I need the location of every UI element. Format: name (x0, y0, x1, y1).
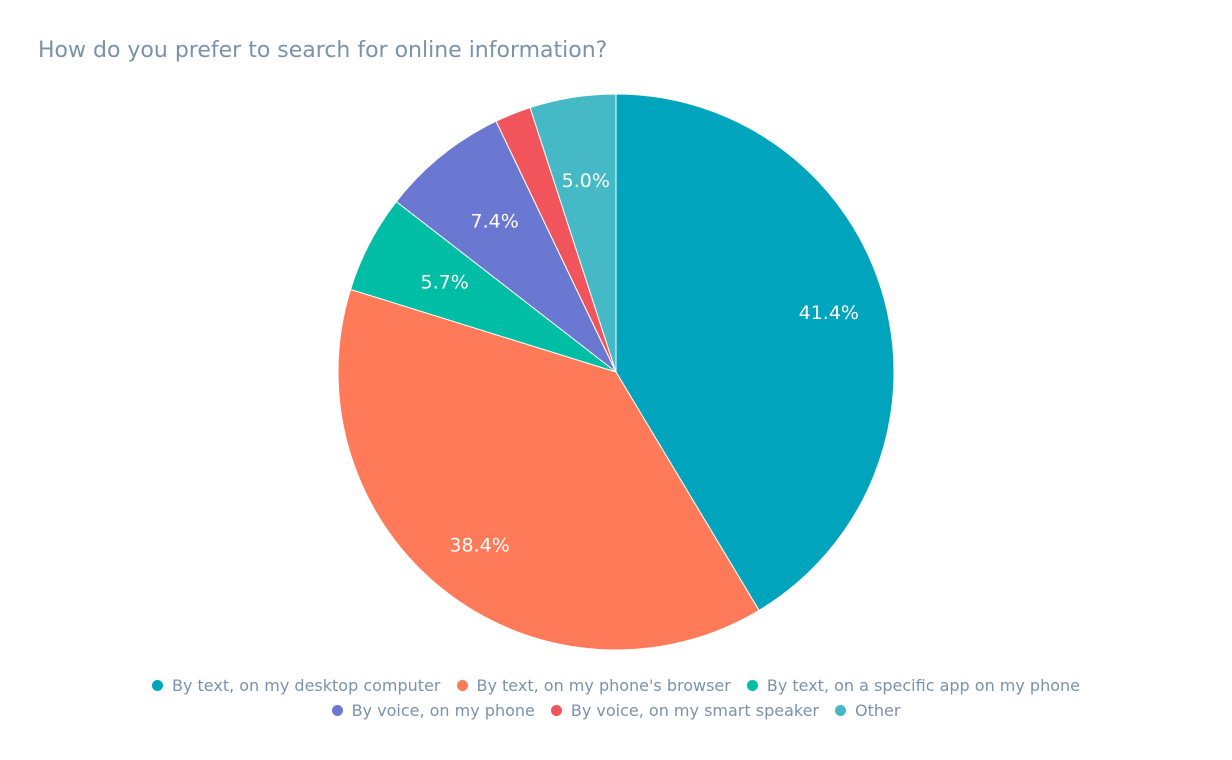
legend-row: By text, on my desktop computer By text, … (0, 676, 1232, 695)
legend-item[interactable]: By voice, on my phone (331, 701, 535, 720)
legend-marker-icon (746, 680, 758, 691)
pie-slice[interactable] (615, 93, 895, 612)
legend-item[interactable]: By voice, on my smart speaker (550, 701, 819, 720)
slice-data-label: 5.0% (562, 170, 610, 192)
legend-marker-icon (834, 705, 846, 716)
legend-label: By text, on my desktop computer (171, 676, 441, 695)
legend-marker-icon (331, 705, 343, 716)
legend-item[interactable]: By text, on my phone's browser (456, 676, 731, 695)
legend-label: By voice, on my phone (351, 701, 535, 720)
legend-label: By voice, on my smart speaker (570, 701, 819, 720)
legend-label: Other (854, 701, 901, 720)
pie-slice[interactable] (395, 120, 617, 373)
legend-label: By text, on a specific app on my phone (766, 676, 1080, 695)
slice-data-label: 5.7% (421, 272, 469, 294)
legend-marker-icon (550, 705, 562, 716)
pie-slice[interactable] (337, 288, 760, 651)
legend-row: By voice, on my phone By voice, on my sma… (0, 701, 1232, 720)
slice-data-label: 38.4% (449, 535, 509, 557)
slice-data-label: 7.4% (471, 211, 519, 233)
legend-item[interactable]: By text, on my desktop computer (151, 676, 441, 695)
legend-item[interactable]: By text, on a specific app on my phone (746, 676, 1080, 695)
slice-data-label: 41.4% (799, 302, 859, 324)
legend-label: By text, on my phone's browser (476, 676, 731, 695)
legend-marker-icon (456, 680, 468, 691)
pie-slice[interactable] (529, 93, 617, 373)
legend-marker-icon (151, 680, 163, 691)
chart-title: How do you prefer to search for online i… (38, 38, 608, 63)
legend-item[interactable]: Other (834, 701, 901, 720)
